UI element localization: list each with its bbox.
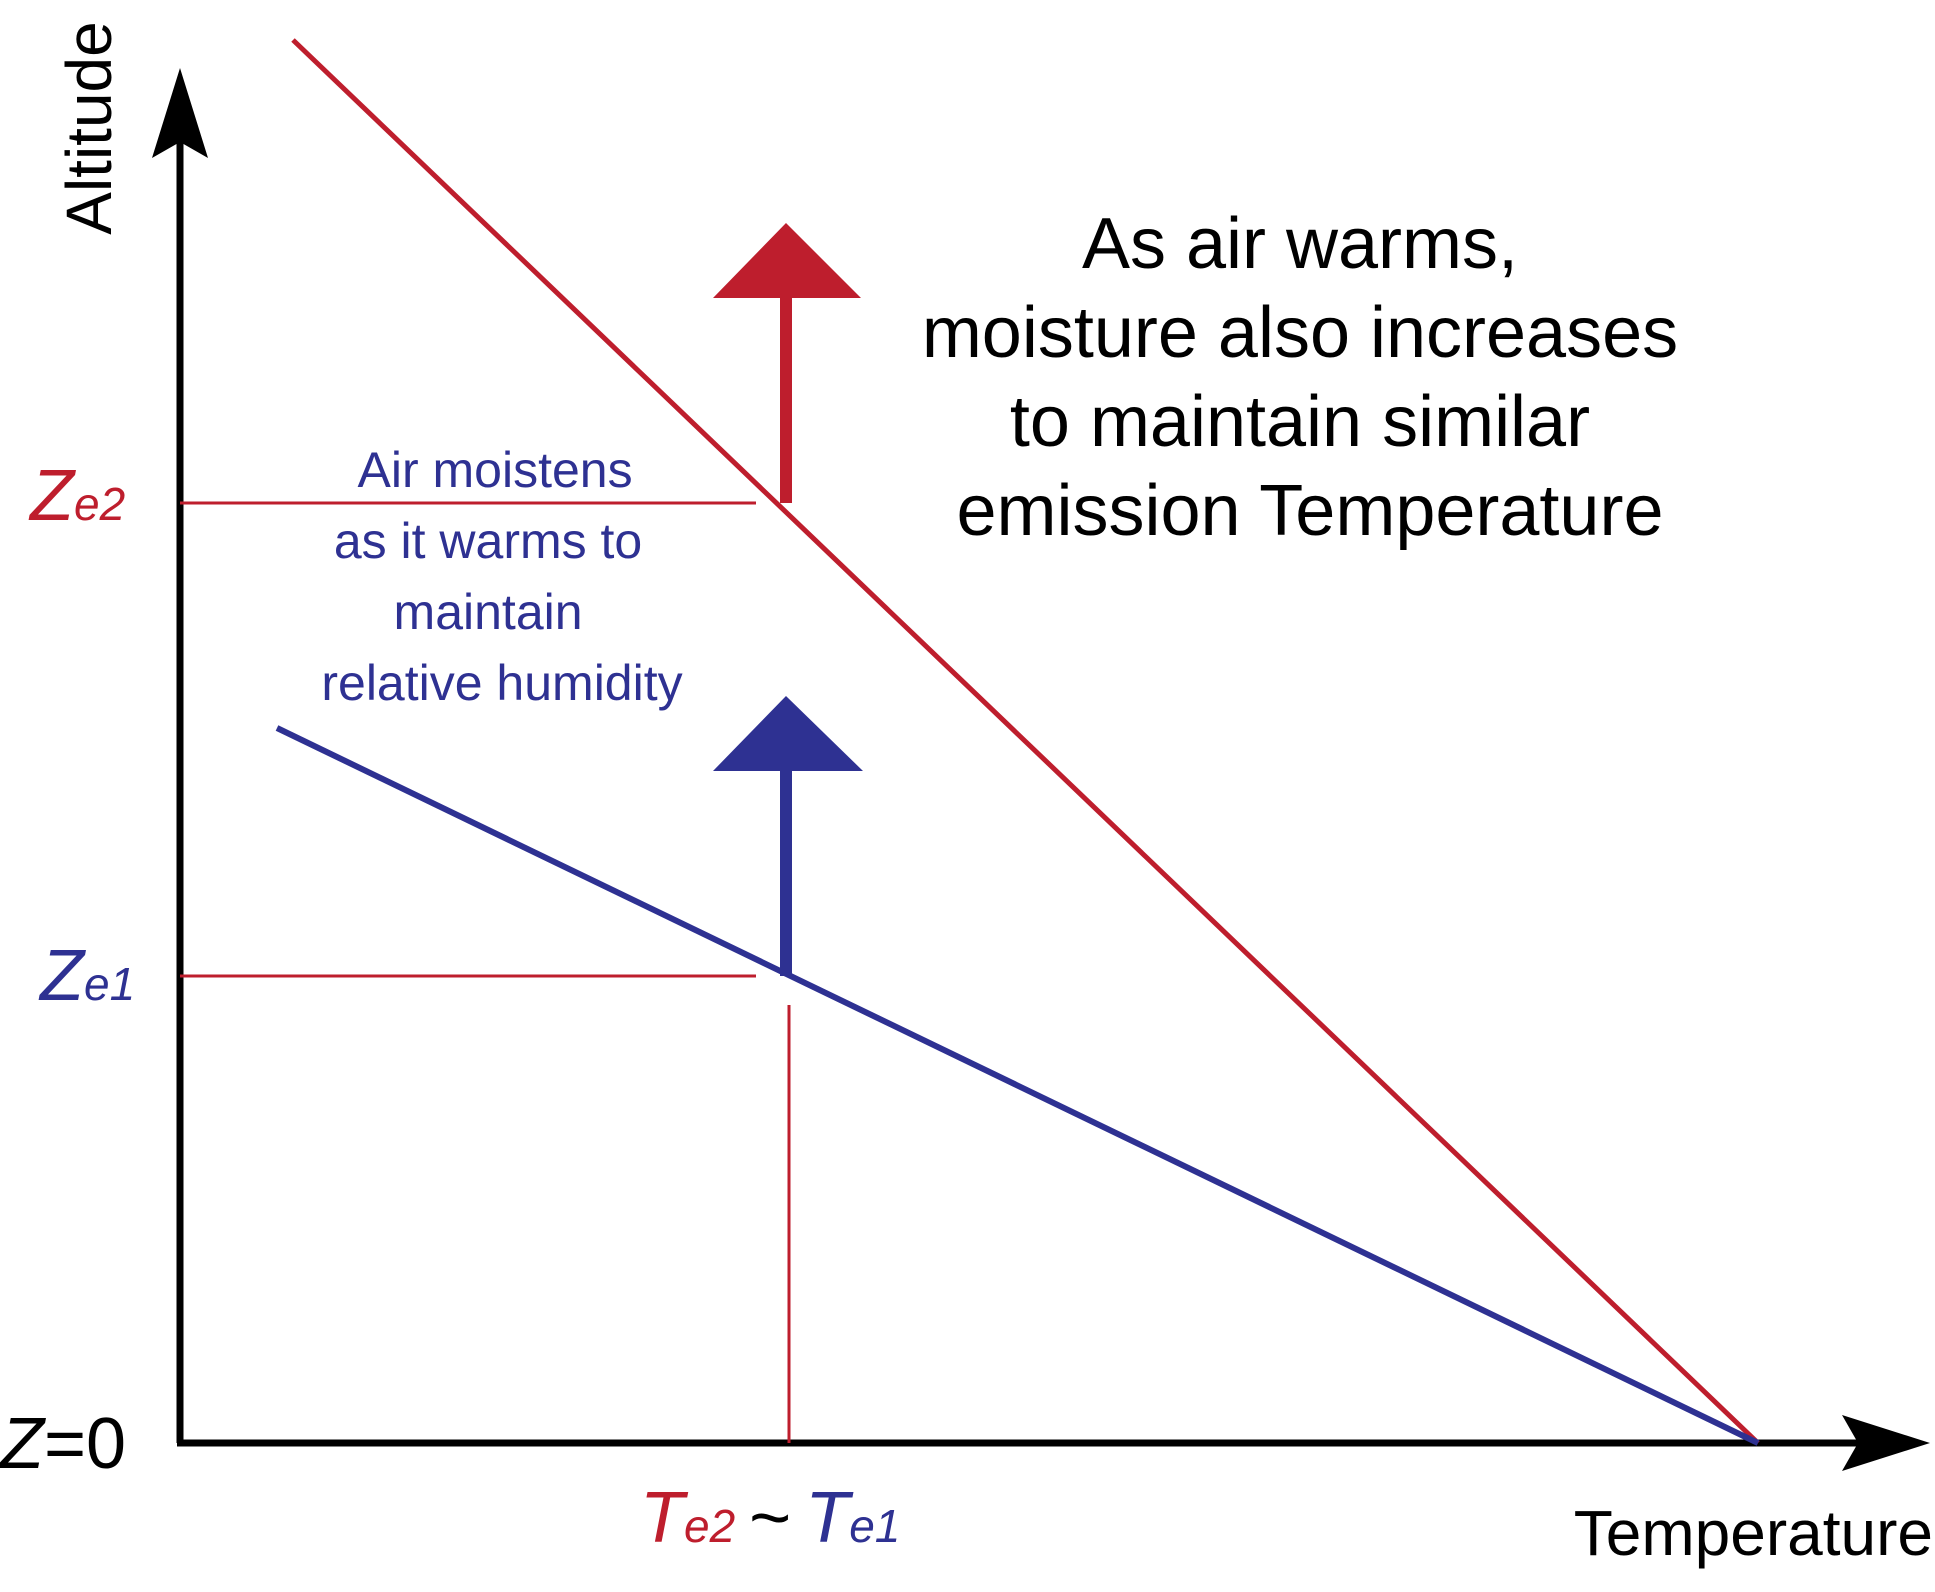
moistening-annotation-line: Air moistens: [358, 442, 633, 498]
main-annotation: As air warms, moisture also increases to…: [922, 204, 1698, 551]
warmer-rise-arrowhead: [713, 223, 861, 298]
tick-te: Te2 ~ Te1: [640, 1478, 900, 1558]
main-annotation-line: As air warms,: [1082, 204, 1518, 284]
y-axis-arrowhead: [152, 68, 208, 158]
y-axis-label: Altitude: [53, 21, 125, 234]
main-annotation-line: moisture also increases: [922, 293, 1678, 373]
moistening-annotation: Air moistens as it warms to maintain rel…: [321, 442, 682, 711]
x-axis-arrowhead: [1842, 1415, 1930, 1471]
warmer-profile-line: [291, 38, 1760, 1445]
main-annotation-line: emission Temperature: [957, 471, 1664, 551]
baseline-rise-arrow: [713, 696, 863, 976]
baseline-rise-arrowhead: [713, 696, 863, 771]
tick-z0: Z=0: [0, 1404, 126, 1484]
reference-lines: [180, 501, 791, 1443]
main-annotation-line: to maintain similar: [1010, 382, 1590, 462]
baseline-profile-line: [275, 725, 1760, 1446]
axes: [152, 68, 1930, 1471]
warmer-rise-arrow: [713, 223, 861, 503]
tick-ze2: Ze2: [28, 456, 125, 536]
moistening-annotation-line: relative humidity: [321, 655, 682, 711]
moistening-annotation-line: as it warms to: [334, 513, 642, 569]
tick-ze1: Ze1: [38, 936, 135, 1016]
x-axis-label: Temperature: [1574, 1497, 1933, 1569]
moistening-annotation-line: maintain: [394, 584, 583, 640]
